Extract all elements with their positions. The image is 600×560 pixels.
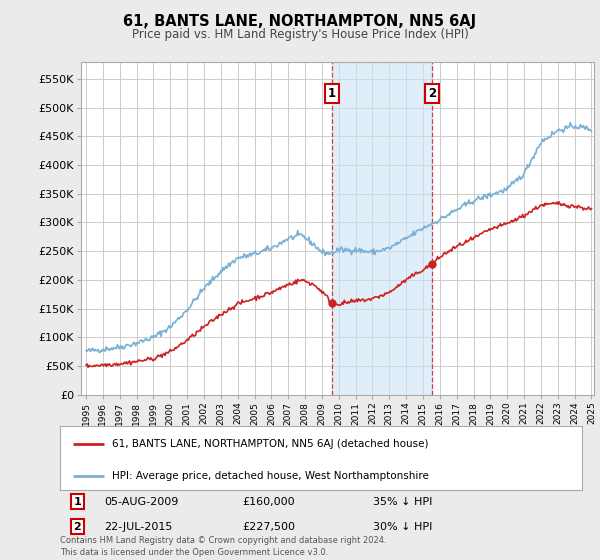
Text: 1: 1 <box>73 497 81 507</box>
Text: 05-AUG-2009: 05-AUG-2009 <box>104 497 179 507</box>
Text: 2: 2 <box>73 521 81 531</box>
Text: 2: 2 <box>428 87 436 100</box>
Text: £160,000: £160,000 <box>242 497 295 507</box>
Text: 1: 1 <box>328 87 336 100</box>
Text: £227,500: £227,500 <box>242 521 296 531</box>
Text: 22-JUL-2015: 22-JUL-2015 <box>104 521 173 531</box>
Text: 61, BANTS LANE, NORTHAMPTON, NN5 6AJ (detached house): 61, BANTS LANE, NORTHAMPTON, NN5 6AJ (de… <box>112 438 428 449</box>
Text: 30% ↓ HPI: 30% ↓ HPI <box>373 521 433 531</box>
Text: Contains HM Land Registry data © Crown copyright and database right 2024.
This d: Contains HM Land Registry data © Crown c… <box>60 536 386 557</box>
Bar <box>332 62 432 395</box>
Text: 35% ↓ HPI: 35% ↓ HPI <box>373 497 433 507</box>
Text: HPI: Average price, detached house, West Northamptonshire: HPI: Average price, detached house, West… <box>112 471 429 481</box>
Text: Price paid vs. HM Land Registry's House Price Index (HPI): Price paid vs. HM Land Registry's House … <box>131 28 469 41</box>
Text: 61, BANTS LANE, NORTHAMPTON, NN5 6AJ: 61, BANTS LANE, NORTHAMPTON, NN5 6AJ <box>124 14 476 29</box>
